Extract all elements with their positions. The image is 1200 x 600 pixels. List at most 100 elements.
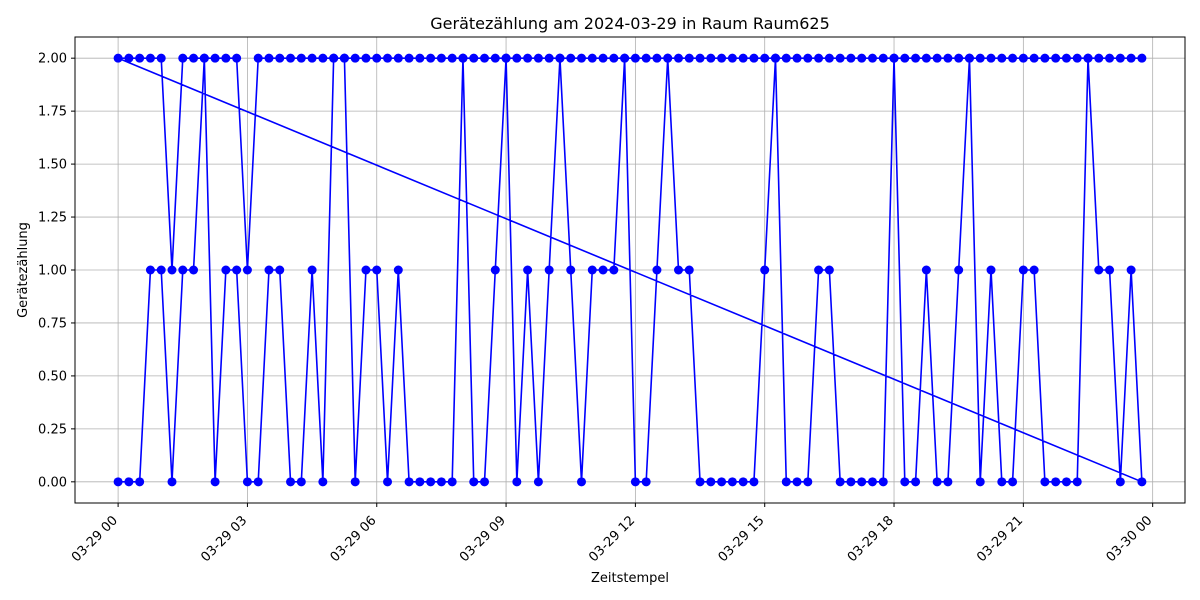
data-point	[501, 53, 511, 63]
data-point	[760, 265, 770, 275]
data-point	[749, 477, 759, 487]
data-point	[835, 53, 845, 63]
data-point	[242, 477, 252, 487]
data-point	[803, 477, 813, 487]
data-point	[156, 53, 166, 63]
data-point	[1061, 477, 1071, 487]
x-axis: 03-29 00 03-29 03 03-29 06 03-29 09 03-29 12…	[69, 503, 1156, 565]
data-point	[738, 53, 748, 63]
data-point	[630, 477, 640, 487]
data-point	[943, 53, 953, 63]
x-tick-label: 03-29 15	[716, 513, 768, 565]
data-point	[436, 53, 446, 63]
data-point	[695, 477, 705, 487]
x-tick-label: 03-30 00	[1104, 513, 1156, 565]
x-tick-label: 03-29 06	[328, 513, 380, 565]
data-point	[1105, 53, 1115, 63]
data-point	[372, 53, 382, 63]
data-point	[911, 53, 921, 63]
y-axis: 0.00 0.25 0.50 0.75 1.00 1.25 1.50 1.75 2.00	[38, 52, 75, 490]
data-point	[393, 265, 403, 275]
data-point	[1029, 53, 1039, 63]
data-point	[1018, 265, 1028, 275]
data-point	[372, 265, 382, 275]
data-point	[275, 53, 285, 63]
data-point	[1115, 477, 1125, 487]
data-point	[307, 53, 317, 63]
data-point	[997, 477, 1007, 487]
x-tick-label: 03-29 12	[586, 513, 638, 565]
data-point	[296, 53, 306, 63]
data-point	[1051, 53, 1061, 63]
data-point	[932, 53, 942, 63]
data-point	[135, 53, 145, 63]
series	[113, 53, 1147, 487]
data-point	[587, 53, 597, 63]
y-tick-label: 0.00	[38, 475, 67, 490]
data-point	[1008, 477, 1018, 487]
data-point	[673, 53, 683, 63]
data-point	[1126, 265, 1136, 275]
data-point	[124, 477, 134, 487]
data-point	[329, 53, 339, 63]
data-point	[706, 477, 716, 487]
data-point	[1126, 53, 1136, 63]
data-point	[598, 265, 608, 275]
data-point	[415, 53, 425, 63]
data-point	[415, 477, 425, 487]
data-point	[178, 265, 188, 275]
data-point	[264, 53, 274, 63]
data-point	[307, 265, 317, 275]
data-point	[232, 53, 242, 63]
data-point	[533, 53, 543, 63]
data-point	[900, 477, 910, 487]
y-axis-label: Gerätezählung	[16, 222, 31, 318]
data-point	[361, 265, 371, 275]
data-point	[469, 53, 479, 63]
data-point	[921, 53, 931, 63]
data-point	[286, 53, 296, 63]
data-point	[1115, 53, 1125, 63]
data-point	[210, 53, 220, 63]
data-point	[361, 53, 371, 63]
data-point	[814, 265, 824, 275]
chart-title: Gerätezählung am 2024-03-29 in Raum Raum…	[430, 14, 830, 33]
data-point	[889, 53, 899, 63]
data-point	[350, 477, 360, 487]
data-point	[113, 477, 123, 487]
data-point	[1018, 53, 1028, 63]
data-point	[684, 53, 694, 63]
data-point	[1137, 477, 1147, 487]
data-point	[641, 53, 651, 63]
data-point	[921, 265, 931, 275]
data-point	[1040, 477, 1050, 487]
data-point	[426, 53, 436, 63]
data-point	[1008, 53, 1018, 63]
y-tick-label: 1.25	[38, 211, 67, 226]
data-point	[609, 265, 619, 275]
data-point	[954, 265, 964, 275]
data-point	[824, 53, 834, 63]
data-point	[1137, 53, 1147, 63]
data-point	[447, 477, 457, 487]
data-point	[383, 477, 393, 487]
data-point	[167, 265, 177, 275]
data-point	[727, 53, 737, 63]
data-point	[350, 53, 360, 63]
data-point	[857, 53, 867, 63]
data-point	[975, 53, 985, 63]
data-point	[1072, 477, 1082, 487]
data-point	[814, 53, 824, 63]
data-point	[824, 265, 834, 275]
data-point	[620, 53, 630, 63]
data-point	[189, 53, 199, 63]
data-point	[954, 53, 964, 63]
data-point	[523, 265, 533, 275]
data-point	[393, 53, 403, 63]
data-point	[587, 265, 597, 275]
data-point	[943, 477, 953, 487]
data-point	[835, 477, 845, 487]
data-point	[1061, 53, 1071, 63]
data-point	[986, 53, 996, 63]
